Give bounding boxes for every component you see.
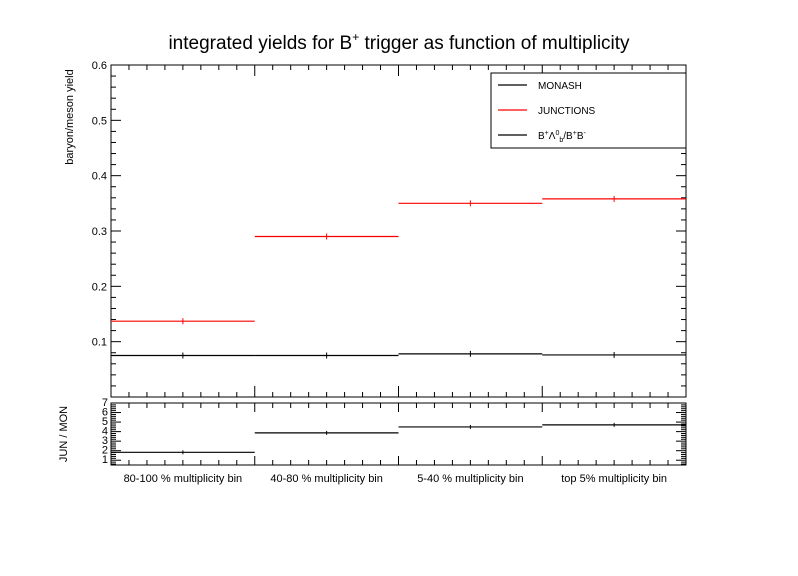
legend-label-part: B <box>538 131 545 142</box>
ratio-y-tick-label: 1 <box>102 454 108 466</box>
top-panel: 0.1 0.2 0.3 0.4 0.5 0.6 baryon/meson yield <box>64 60 687 398</box>
chart-title: integrated yields for B+ trigger as func… <box>168 30 630 54</box>
y-tick-label: 0.6 <box>92 60 107 72</box>
series-monash <box>111 350 686 359</box>
ratio-y-axis-title: JUN / MON <box>58 406 70 462</box>
ratio-plot-frame <box>110 402 687 466</box>
legend-label: JUNCTIONS <box>538 106 596 117</box>
ratio-series <box>111 422 686 455</box>
legend-label-part: b <box>559 137 563 144</box>
legend-label-part: 0 <box>555 130 559 137</box>
y-axis-title: baryon/meson yield <box>64 69 76 164</box>
x-category-label: 80-100 % multiplicity bin <box>124 473 243 485</box>
legend-label-part: - <box>583 130 586 137</box>
ratio-y-tick-label: 7 <box>102 397 108 409</box>
legend-label: MONASH <box>538 81 582 92</box>
legend-label: B+Λ0b/B+B- <box>538 130 586 144</box>
ratio-y-tick-label: 4 <box>102 426 108 438</box>
x-category-label: top 5% multiplicity bin <box>561 473 667 485</box>
series-junctions <box>111 195 686 325</box>
x-category-label: 5-40 % multiplicity bin <box>417 473 523 485</box>
legend-label-part: /B <box>563 131 573 142</box>
ratio-y-tick-label: 3 <box>102 435 108 447</box>
ratio-y-tick-label: 6 <box>102 407 108 419</box>
y-tick-label: 0.4 <box>92 171 107 183</box>
x-category-label: 40-80 % multiplicity bin <box>270 473 383 485</box>
ratio-y-tick-label: 5 <box>102 416 108 428</box>
ratio-y-tick-label: 2 <box>102 445 108 457</box>
legend-label-part: B <box>577 131 584 142</box>
legend-label-part: + <box>573 130 577 137</box>
y-tick-label: 0.1 <box>92 337 107 349</box>
y-tick-label: 0.3 <box>92 226 107 238</box>
legend-label-part: + <box>545 130 549 137</box>
y-tick-label: 0.5 <box>92 115 107 127</box>
y-tick-label: 0.2 <box>92 281 107 293</box>
legend-label-part: Λ <box>549 131 556 142</box>
